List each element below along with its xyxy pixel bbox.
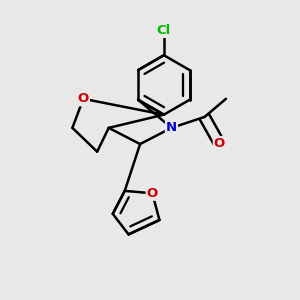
Text: Cl: Cl: [157, 24, 171, 37]
Text: O: O: [78, 92, 89, 105]
Text: O: O: [147, 187, 158, 200]
Text: N: N: [166, 122, 177, 134]
Text: O: O: [214, 137, 225, 150]
